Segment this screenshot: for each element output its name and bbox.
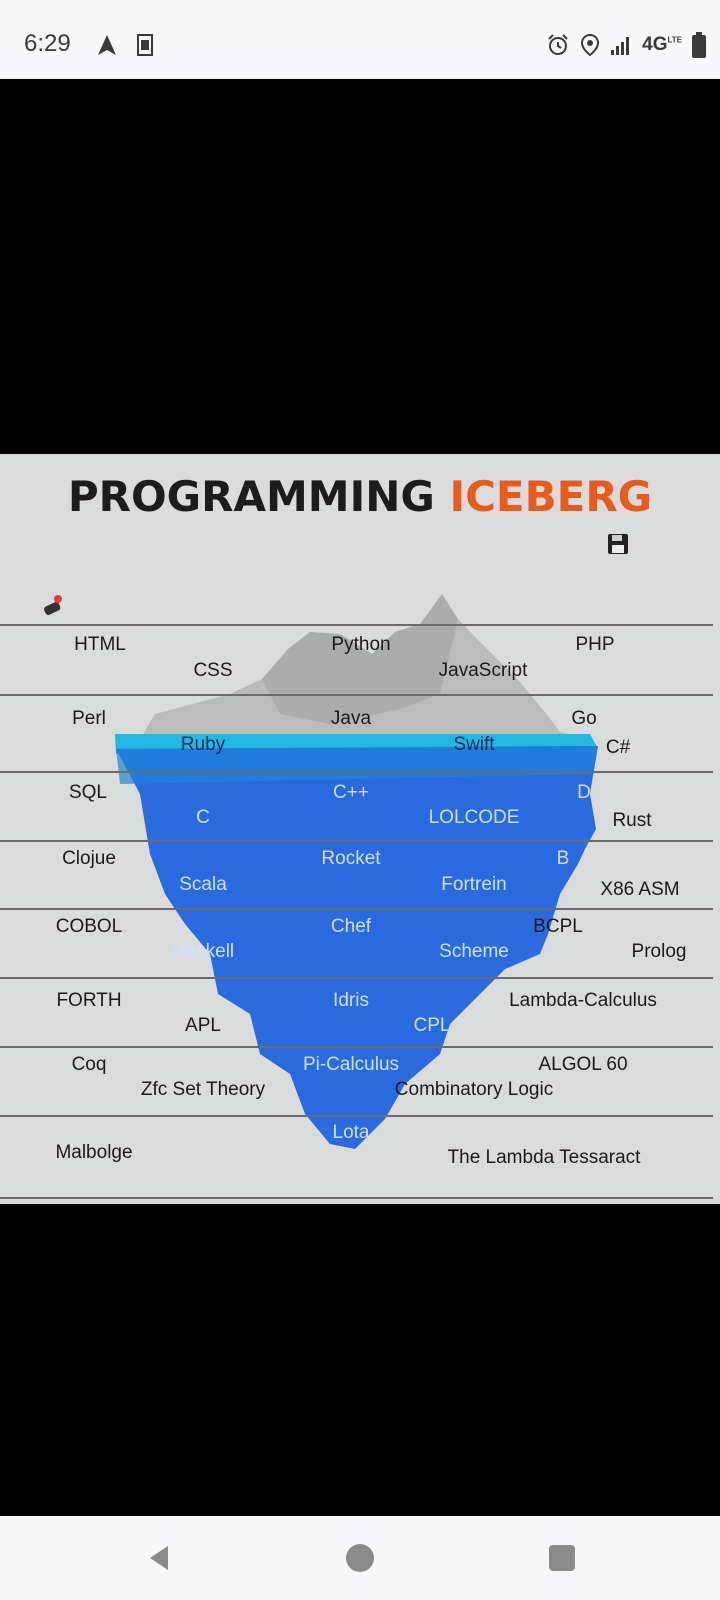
tier-divider: [0, 1197, 713, 1199]
language-label: Python: [331, 634, 391, 655]
language-label: Go: [571, 708, 597, 729]
language-label: FORTH: [56, 990, 122, 1011]
language-label: CPL: [413, 1015, 451, 1036]
tier-divider: [0, 694, 713, 696]
language-label: Pi-Calculus: [302, 1054, 400, 1075]
back-icon[interactable]: [144, 1542, 176, 1574]
tier-divider: [0, 1115, 713, 1117]
language-label: Zfc Set Theory: [140, 1079, 266, 1100]
language-label: Haskell: [171, 941, 235, 962]
language-label: Perl: [72, 708, 106, 729]
language-label: C++: [333, 782, 369, 803]
status-time: 6:29: [24, 30, 71, 57]
language-label: Lota: [332, 1122, 370, 1143]
language-label: Coq: [71, 1054, 107, 1075]
language-label: Rocket: [321, 848, 381, 869]
language-label: LOLCODE: [428, 807, 520, 828]
language-label: Scheme: [439, 941, 509, 962]
navigation-arrow-icon: [98, 35, 116, 55]
language-label: The Lambda Tessaract: [447, 1147, 641, 1168]
language-label: Fortrein: [441, 874, 507, 895]
image-viewer[interactable]: PROGRAMMING ICEBERG: [0, 79, 720, 1516]
status-bar: 6:29 4GLTE: [0, 0, 720, 79]
language-label: SQL: [68, 782, 108, 803]
language-label: X86 ASM: [600, 879, 680, 900]
news-icon: [137, 34, 153, 56]
language-label: Ruby: [180, 734, 226, 755]
tier-divider: [0, 908, 713, 910]
joystick-icon: [44, 595, 62, 615]
language-label: HTML: [74, 634, 126, 655]
language-label: Combinatory Logic: [394, 1079, 554, 1100]
alarm-icon: [548, 34, 568, 55]
tier-divider: [0, 624, 713, 626]
home-icon[interactable]: [344, 1542, 376, 1574]
tier-divider: [0, 977, 713, 979]
language-label: Rust: [612, 810, 652, 831]
location-icon: [581, 33, 600, 57]
iceberg-poster: PROGRAMMING ICEBERG: [0, 454, 720, 1204]
language-label: CSS: [193, 660, 233, 681]
language-label: JavaScript: [438, 660, 528, 681]
battery-icon: [692, 32, 706, 58]
language-label: Java: [330, 708, 372, 729]
language-label: Scala: [179, 874, 227, 895]
tier-divider: [0, 771, 713, 773]
floppy-disk-icon: [608, 534, 628, 554]
navigation-bar: [0, 1516, 720, 1600]
language-label: BCPL: [533, 916, 583, 937]
language-label: C#: [605, 737, 631, 758]
signal-icon: [611, 37, 630, 55]
network-type: 4GLTE: [642, 34, 682, 55]
tier-divider: [0, 840, 713, 842]
poster-title: PROGRAMMING ICEBERG: [67, 472, 653, 521]
language-label: ALGOL 60: [538, 1054, 628, 1075]
language-label: Prolog: [631, 941, 687, 962]
language-label: B: [556, 848, 570, 869]
language-label: Malbolge: [55, 1142, 133, 1163]
language-label: Idris: [333, 990, 369, 1011]
language-label: Swift: [453, 734, 495, 755]
iceberg-graphic: [115, 594, 598, 1149]
language-label: Clojue: [62, 848, 116, 869]
language-label: Lambda-Calculus: [509, 990, 657, 1011]
language-label: D: [577, 782, 591, 803]
tier-divider: [0, 1046, 713, 1048]
status-icons: 4GLTE: [546, 30, 706, 60]
language-label: COBOL: [55, 916, 123, 937]
language-label: C: [196, 807, 210, 828]
recents-icon[interactable]: [546, 1542, 578, 1574]
language-label: PHP: [575, 634, 615, 655]
language-label: APL: [185, 1015, 221, 1036]
language-label: Chef: [330, 916, 372, 937]
